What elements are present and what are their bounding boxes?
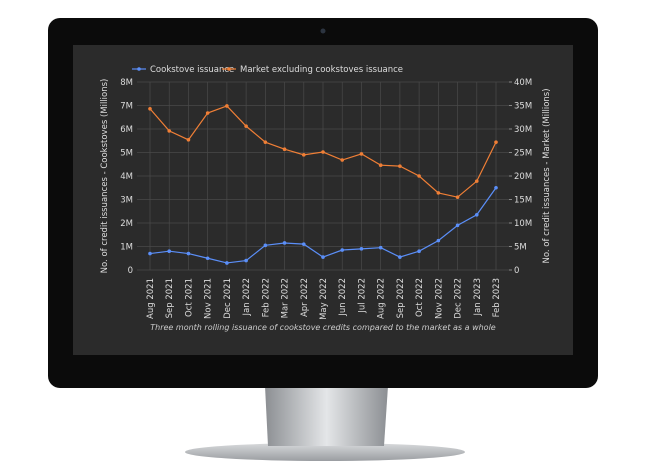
y-tick-label: 8M <box>120 78 133 88</box>
stand-base <box>185 443 465 461</box>
point <box>417 174 421 178</box>
point <box>301 153 306 157</box>
legend-label: Cookstove issuance <box>150 65 234 75</box>
x-tick-label: Apr 2022 <box>300 278 310 317</box>
y2-tick-label: 40M <box>514 78 532 88</box>
point <box>494 140 498 144</box>
x-tick-label: Feb 2022 <box>261 278 271 317</box>
y2-tick-label: 5M <box>514 243 527 253</box>
x-tick-label: Mar 2022 <box>281 278 291 318</box>
x-tick-label: Feb 2023 <box>492 278 502 317</box>
point <box>205 256 210 261</box>
point <box>340 158 345 162</box>
y2-tick-label: 25M <box>514 149 532 159</box>
legend-label: Market excluding cookstoves issuance <box>240 65 403 75</box>
point <box>417 249 421 253</box>
y2-axis-title: No. of credit issuances - Market (Millio… <box>542 88 552 263</box>
y-tick-label: 6M <box>120 125 133 135</box>
legend-dot <box>227 67 231 71</box>
point <box>398 255 402 259</box>
point <box>340 248 345 252</box>
point <box>455 223 460 228</box>
y2-tick-label: 0 <box>514 266 519 276</box>
y2-tick-label: 30M <box>514 125 532 135</box>
x-tick-label: Dec 2022 <box>454 278 464 319</box>
point <box>301 242 306 246</box>
y-tick-label: 0 <box>128 266 133 276</box>
point <box>225 261 229 265</box>
x-tick-label: Jun 2022 <box>338 278 348 317</box>
point <box>378 163 383 167</box>
y-tick-label: 3M <box>120 196 133 206</box>
chart: Three month rolling issuance of cookstov… <box>100 65 552 332</box>
y2-tick-label: 15M <box>514 196 532 206</box>
point <box>398 164 402 168</box>
y-tick-label: 1M <box>120 243 133 253</box>
point <box>148 251 152 256</box>
stand-neck <box>265 386 388 446</box>
point <box>167 129 172 133</box>
point <box>378 245 383 250</box>
point <box>359 152 364 156</box>
point <box>148 106 152 111</box>
point <box>244 258 248 263</box>
y-tick-label: 7M <box>120 102 133 112</box>
point <box>205 111 210 115</box>
x-tick-label: Nov 2021 <box>204 278 214 319</box>
point <box>436 238 441 243</box>
legend-dot <box>137 67 141 71</box>
x-tick-label: Oct 2022 <box>415 278 425 317</box>
point <box>474 212 479 217</box>
y-tick-label: 2M <box>120 219 133 229</box>
y-axis-title: No. of credit issuances - Cookstoves (Mi… <box>100 79 110 274</box>
x-tick-label: Dec 2021 <box>223 278 233 319</box>
point <box>474 179 479 183</box>
point <box>321 255 325 259</box>
point <box>167 249 172 253</box>
point <box>244 124 248 128</box>
point <box>186 251 191 256</box>
x-tick-label: Sep 2021 <box>165 278 175 318</box>
x-tick-label: Oct 2021 <box>184 278 194 317</box>
x-tick-label: Sep 2022 <box>396 278 406 318</box>
point <box>263 140 268 144</box>
point <box>455 195 460 199</box>
x-tick-label: Jul 2022 <box>357 278 367 314</box>
point <box>225 104 229 108</box>
x-tick-label: Nov 2022 <box>434 278 444 319</box>
y2-tick-label: 35M <box>514 102 532 112</box>
x-tick-label: Aug 2021 <box>146 278 156 319</box>
y2-tick-label: 10M <box>514 219 532 229</box>
point <box>321 150 325 154</box>
camera <box>320 28 326 34</box>
x-tick-label: Jan 2022 <box>242 278 252 316</box>
point <box>263 243 268 248</box>
point <box>494 185 498 190</box>
point <box>282 147 287 152</box>
x-tick-label: Aug 2022 <box>377 278 387 319</box>
y-tick-label: 5M <box>120 149 133 159</box>
caption: Three month rolling issuance of cookstov… <box>150 323 496 332</box>
point <box>282 241 287 245</box>
point <box>436 191 441 195</box>
x-tick-label: Jan 2023 <box>473 278 483 316</box>
x-tick-label: May 2022 <box>319 278 329 320</box>
point <box>186 138 191 142</box>
point <box>359 247 364 251</box>
y2-tick-label: 20M <box>514 172 532 182</box>
y-tick-label: 4M <box>120 172 133 182</box>
